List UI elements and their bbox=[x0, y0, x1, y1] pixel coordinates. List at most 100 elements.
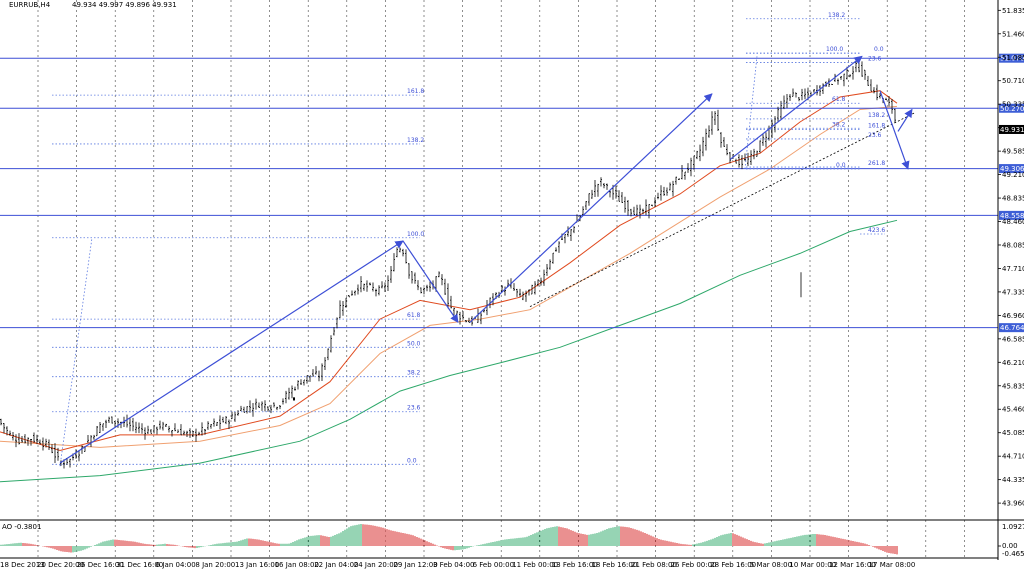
x-tick-label: 22 Jan 04:00 bbox=[314, 561, 358, 569]
x-tick-label: 17 Mar 08:00 bbox=[869, 561, 916, 569]
trend-arrow bbox=[879, 90, 910, 170]
fib-label: 138.2 bbox=[407, 137, 424, 144]
x-tick-label: 26 Dec 16:00 bbox=[77, 561, 124, 569]
x-tick-label: 31 Dec 16:00 bbox=[116, 561, 163, 569]
fib-label: 0.0 bbox=[836, 162, 846, 169]
fib-label: 23.6 bbox=[407, 405, 421, 412]
y-tick-label: 48.460 bbox=[1002, 218, 1024, 226]
x-tick-label: 13 Jan 16:00 bbox=[235, 561, 279, 569]
chart-grid bbox=[37, 0, 965, 558]
trend-line-dotted bbox=[529, 112, 916, 307]
x-tick-label: 5 Mar 08:00 bbox=[750, 561, 792, 569]
ao-label: AO -0.3801 bbox=[2, 523, 41, 531]
y-tick-label: 47.335 bbox=[1002, 288, 1024, 296]
fib-connector bbox=[744, 56, 758, 169]
y-tick-label: 47.710 bbox=[1002, 265, 1024, 273]
chart-title: EURRUB,H4 bbox=[9, 1, 51, 9]
fib-label: 23.6 bbox=[868, 56, 882, 63]
current-price-tag bbox=[999, 124, 1024, 134]
y-tick-label: 44.335 bbox=[1002, 476, 1024, 484]
x-tick-label: 20 Dec 20:00 bbox=[37, 561, 84, 569]
y-tick-label: 45.085 bbox=[1002, 429, 1024, 437]
y-tick-label: 48.085 bbox=[1002, 241, 1024, 249]
fib-label: 61.8 bbox=[832, 96, 846, 103]
level-tag bbox=[999, 164, 1024, 174]
trend-arrows[interactable] bbox=[59, 55, 913, 464]
current-price-label: 49.931 bbox=[1000, 126, 1024, 134]
y-tick-label: 49.585 bbox=[1002, 148, 1024, 156]
level-label: 48.558 bbox=[1000, 212, 1024, 220]
fib-label: 161.8 bbox=[407, 88, 424, 95]
trend-arrow bbox=[729, 55, 863, 161]
y-tick-label: 46.960 bbox=[1002, 312, 1024, 320]
trend-arrow bbox=[897, 108, 913, 132]
y-tick-label: 43.960 bbox=[1002, 500, 1024, 508]
x-tick-label: 8 Jan 20:00 bbox=[195, 561, 235, 569]
level-tag bbox=[999, 103, 1024, 113]
fib-label: 100.0 bbox=[826, 46, 843, 53]
y-tick-label: 46.210 bbox=[1002, 359, 1024, 367]
fib-label: 0.0 bbox=[874, 46, 884, 53]
level-label: 51.070 bbox=[1000, 55, 1024, 63]
fib-label: 23.6 bbox=[868, 132, 882, 139]
ema-fast-line bbox=[0, 90, 898, 452]
fib-label: 138.2 bbox=[868, 112, 885, 119]
level-tag bbox=[999, 323, 1024, 333]
y-tick-label: 51.460 bbox=[1002, 30, 1024, 38]
x-tick-label: 11 Feb 00:00 bbox=[512, 561, 558, 569]
ao-histogram bbox=[0, 524, 1001, 555]
ao-scale-top: 1.0927 bbox=[1002, 523, 1024, 531]
x-tick-label: 18 Feb 16:00 bbox=[591, 561, 637, 569]
fib-label: 261.8 bbox=[868, 160, 885, 167]
y-tick-label: 45.460 bbox=[1002, 406, 1024, 414]
x-tick-label: 24 Jan 20:00 bbox=[354, 561, 398, 569]
ema-mid-line bbox=[0, 105, 898, 448]
horizontal-levels[interactable]: 51.070 50.270 49.306 48.558 46.764 bbox=[0, 53, 1024, 333]
fib-label: 38.2 bbox=[832, 121, 846, 128]
level-label: 49.306 bbox=[1000, 165, 1024, 173]
y-tick-label: 50.335 bbox=[1002, 101, 1024, 109]
y-tick-label: 51.085 bbox=[1002, 54, 1024, 62]
fib-label: 161.8 bbox=[868, 123, 885, 130]
fib-label: 38.2 bbox=[407, 370, 421, 377]
price-candles bbox=[0, 57, 896, 469]
x-tick-label: 26 Feb 00:00 bbox=[671, 561, 717, 569]
trend-arrow bbox=[59, 240, 404, 464]
level-tag bbox=[999, 210, 1024, 220]
x-tick-label: 21 Feb 08:00 bbox=[631, 561, 677, 569]
level-label: 46.764 bbox=[1000, 324, 1024, 332]
y-tick-label: 48.835 bbox=[1002, 195, 1024, 203]
y-tick-label: 46.585 bbox=[1002, 335, 1024, 343]
fib-connector bbox=[59, 237, 93, 467]
fibonacci-levels[interactable]: 161.8 138.2 100.0 61.8 50.0 38.2 23.6 0.0 138.2 1… bbox=[52, 12, 885, 467]
trend-arrow bbox=[469, 93, 713, 323]
x-tick-label: 3 Feb 04:00 bbox=[433, 561, 474, 569]
x-tick-label: 10 Mar 00:00 bbox=[789, 561, 836, 569]
chart-ohlc: 49.934 49.997 49.896 49.931 bbox=[72, 1, 177, 9]
y-tick-label: 51.835 bbox=[1002, 7, 1024, 15]
fib-label: 138.2 bbox=[828, 12, 845, 19]
fib-label: 0.0 bbox=[407, 457, 417, 464]
y-tick-label: 50.710 bbox=[1002, 77, 1024, 85]
x-tick-label: 18 Dec 2013 bbox=[0, 561, 45, 569]
x-tick-label: 6 Jan 04:00 bbox=[156, 561, 196, 569]
moving-averages bbox=[0, 90, 916, 483]
fib-label: 423.6 bbox=[868, 227, 885, 234]
trend-arrow bbox=[402, 240, 459, 323]
x-tick-label: 16 Jan 08:00 bbox=[275, 561, 319, 569]
level-label: 50.270 bbox=[1000, 105, 1024, 113]
x-tick-label: 12 Mar 16:00 bbox=[829, 561, 876, 569]
fib-label: 50.0 bbox=[407, 340, 421, 347]
y-tick-label: 49.210 bbox=[1002, 171, 1024, 179]
fib-label: 100.0 bbox=[407, 231, 424, 238]
ao-scale-bottom: -0.4654 bbox=[1002, 550, 1024, 558]
y-tick-label: 44.710 bbox=[1002, 453, 1024, 461]
fib-label: 61.8 bbox=[407, 312, 421, 319]
y-tick-label: 45.835 bbox=[1002, 382, 1024, 390]
level-tag bbox=[999, 53, 1024, 63]
x-tick-label: 29 Jan 12:00 bbox=[393, 561, 437, 569]
ema-slow-line bbox=[0, 219, 898, 483]
x-tick-label: 13 Feb 16:00 bbox=[552, 561, 598, 569]
